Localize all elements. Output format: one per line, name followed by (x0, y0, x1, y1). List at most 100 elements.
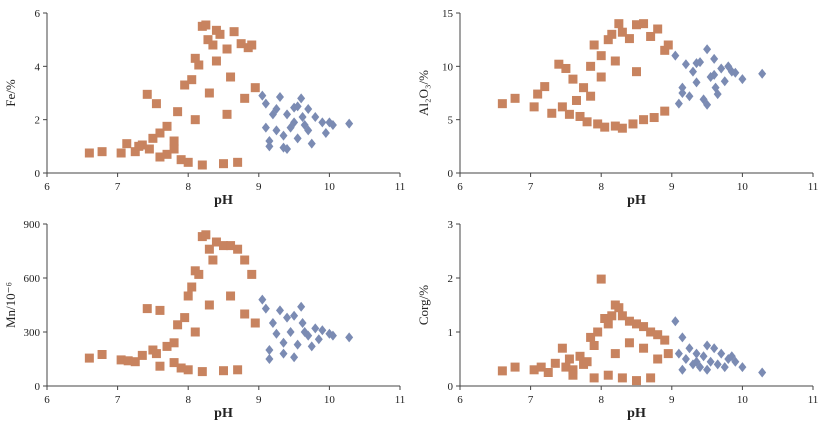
square-data-point (194, 60, 204, 70)
x-tick-label: 6 (44, 181, 50, 193)
diamond-data-point (738, 74, 747, 85)
square-data-point (607, 311, 617, 321)
square-data-point (603, 319, 613, 329)
square-data-point (632, 20, 641, 30)
diamond-data-point (731, 67, 740, 78)
square-data-point (250, 83, 260, 93)
diamond-data-point (685, 91, 694, 102)
square-data-point (663, 40, 673, 50)
square-data-point (222, 44, 232, 54)
y-tick-label: 3 (448, 219, 454, 231)
square-data-point (116, 355, 126, 365)
x-tick-label: 6 (44, 394, 50, 406)
diamond-data-point (311, 112, 320, 122)
square-data-point (554, 59, 564, 69)
diamond-data-point (692, 356, 701, 367)
diamond-data-point (290, 117, 299, 128)
diamond-data-point (713, 359, 722, 370)
diamond-data-point (272, 125, 281, 136)
square-data-point (589, 40, 599, 50)
square-data-point (215, 29, 225, 39)
diamond-data-point (298, 112, 307, 122)
x-tick-label: 6 (457, 394, 463, 406)
square-data-point (547, 108, 557, 118)
square-data-point (575, 351, 585, 361)
x-axis-label: pH (214, 406, 233, 421)
square-data-point (197, 160, 207, 170)
diamond-data-point (258, 294, 267, 305)
square-data-point (155, 128, 165, 138)
y-tick-label: 1 (448, 327, 454, 339)
y-tick-label: 0 (448, 381, 454, 393)
square-data-point (190, 53, 200, 63)
square-data-point (596, 72, 606, 82)
square-data-point (247, 269, 257, 279)
diamond-data-point (671, 50, 680, 61)
diamond-data-point (703, 99, 712, 110)
square-data-point (190, 327, 200, 337)
square-data-point (624, 34, 634, 44)
diamond-data-point (314, 334, 323, 345)
x-tick-label: 7 (115, 181, 121, 193)
square-data-point (586, 61, 596, 71)
square-data-point (233, 365, 243, 375)
diamond-data-point (258, 90, 267, 101)
square-data-point (219, 159, 228, 169)
square-data-point (226, 241, 236, 251)
diamond-data-point (345, 332, 354, 343)
x-axis-label: pH (627, 406, 646, 421)
square-data-point (187, 282, 197, 292)
square-data-point (176, 155, 186, 165)
square-data-point (543, 368, 553, 377)
x-tick-label: 10 (737, 394, 749, 406)
square-data-point (589, 341, 599, 350)
diamond-data-point (678, 88, 687, 98)
x-tick-label: 9 (256, 394, 262, 406)
square-data-point (226, 291, 236, 301)
square-data-point (557, 343, 567, 353)
square-data-point (219, 366, 228, 376)
diamond-data-point (717, 63, 726, 74)
diamond-data-point (717, 348, 726, 359)
diamond-data-point (758, 367, 767, 378)
square-data-point (226, 72, 236, 82)
square-data-point (610, 56, 620, 66)
diamond-data-point (678, 364, 687, 375)
square-data-point (497, 366, 507, 376)
square-data-point (97, 350, 107, 359)
square-data-point (603, 35, 613, 45)
diamond-data-point (298, 318, 307, 328)
diamond-data-point (297, 301, 306, 312)
square-data-point (653, 354, 663, 364)
square-data-point (201, 20, 211, 30)
square-data-point (579, 83, 589, 93)
square-data-point (201, 230, 211, 240)
y-tick-label: 4 (35, 61, 41, 73)
diamond-data-point (293, 101, 302, 112)
square-data-point (180, 313, 190, 323)
square-data-point (596, 51, 606, 61)
square-data-point (610, 121, 620, 131)
square-data-point (497, 99, 507, 109)
square-data-point (653, 24, 663, 34)
square-data-point (600, 314, 610, 323)
y-tick-label: 0 (35, 168, 41, 180)
diamond-data-point (293, 133, 302, 144)
diamond-data-point (297, 93, 306, 104)
diamond-data-point (710, 343, 719, 354)
square-data-point (233, 244, 243, 254)
diamond-data-point (261, 98, 270, 109)
square-data-point (211, 237, 221, 247)
x-tick-label: 8 (185, 394, 191, 406)
square-data-point (536, 362, 546, 372)
diamond-data-point (321, 128, 330, 138)
diamond-data-point (758, 68, 767, 79)
square-data-point (183, 157, 193, 167)
square-data-point (639, 19, 649, 29)
square-data-point (116, 148, 126, 158)
square-data-point (97, 147, 107, 157)
square-data-point (84, 353, 94, 363)
y-tick-label: 0 (448, 168, 454, 180)
diamond-data-point (674, 98, 683, 109)
square-data-point (510, 93, 520, 103)
